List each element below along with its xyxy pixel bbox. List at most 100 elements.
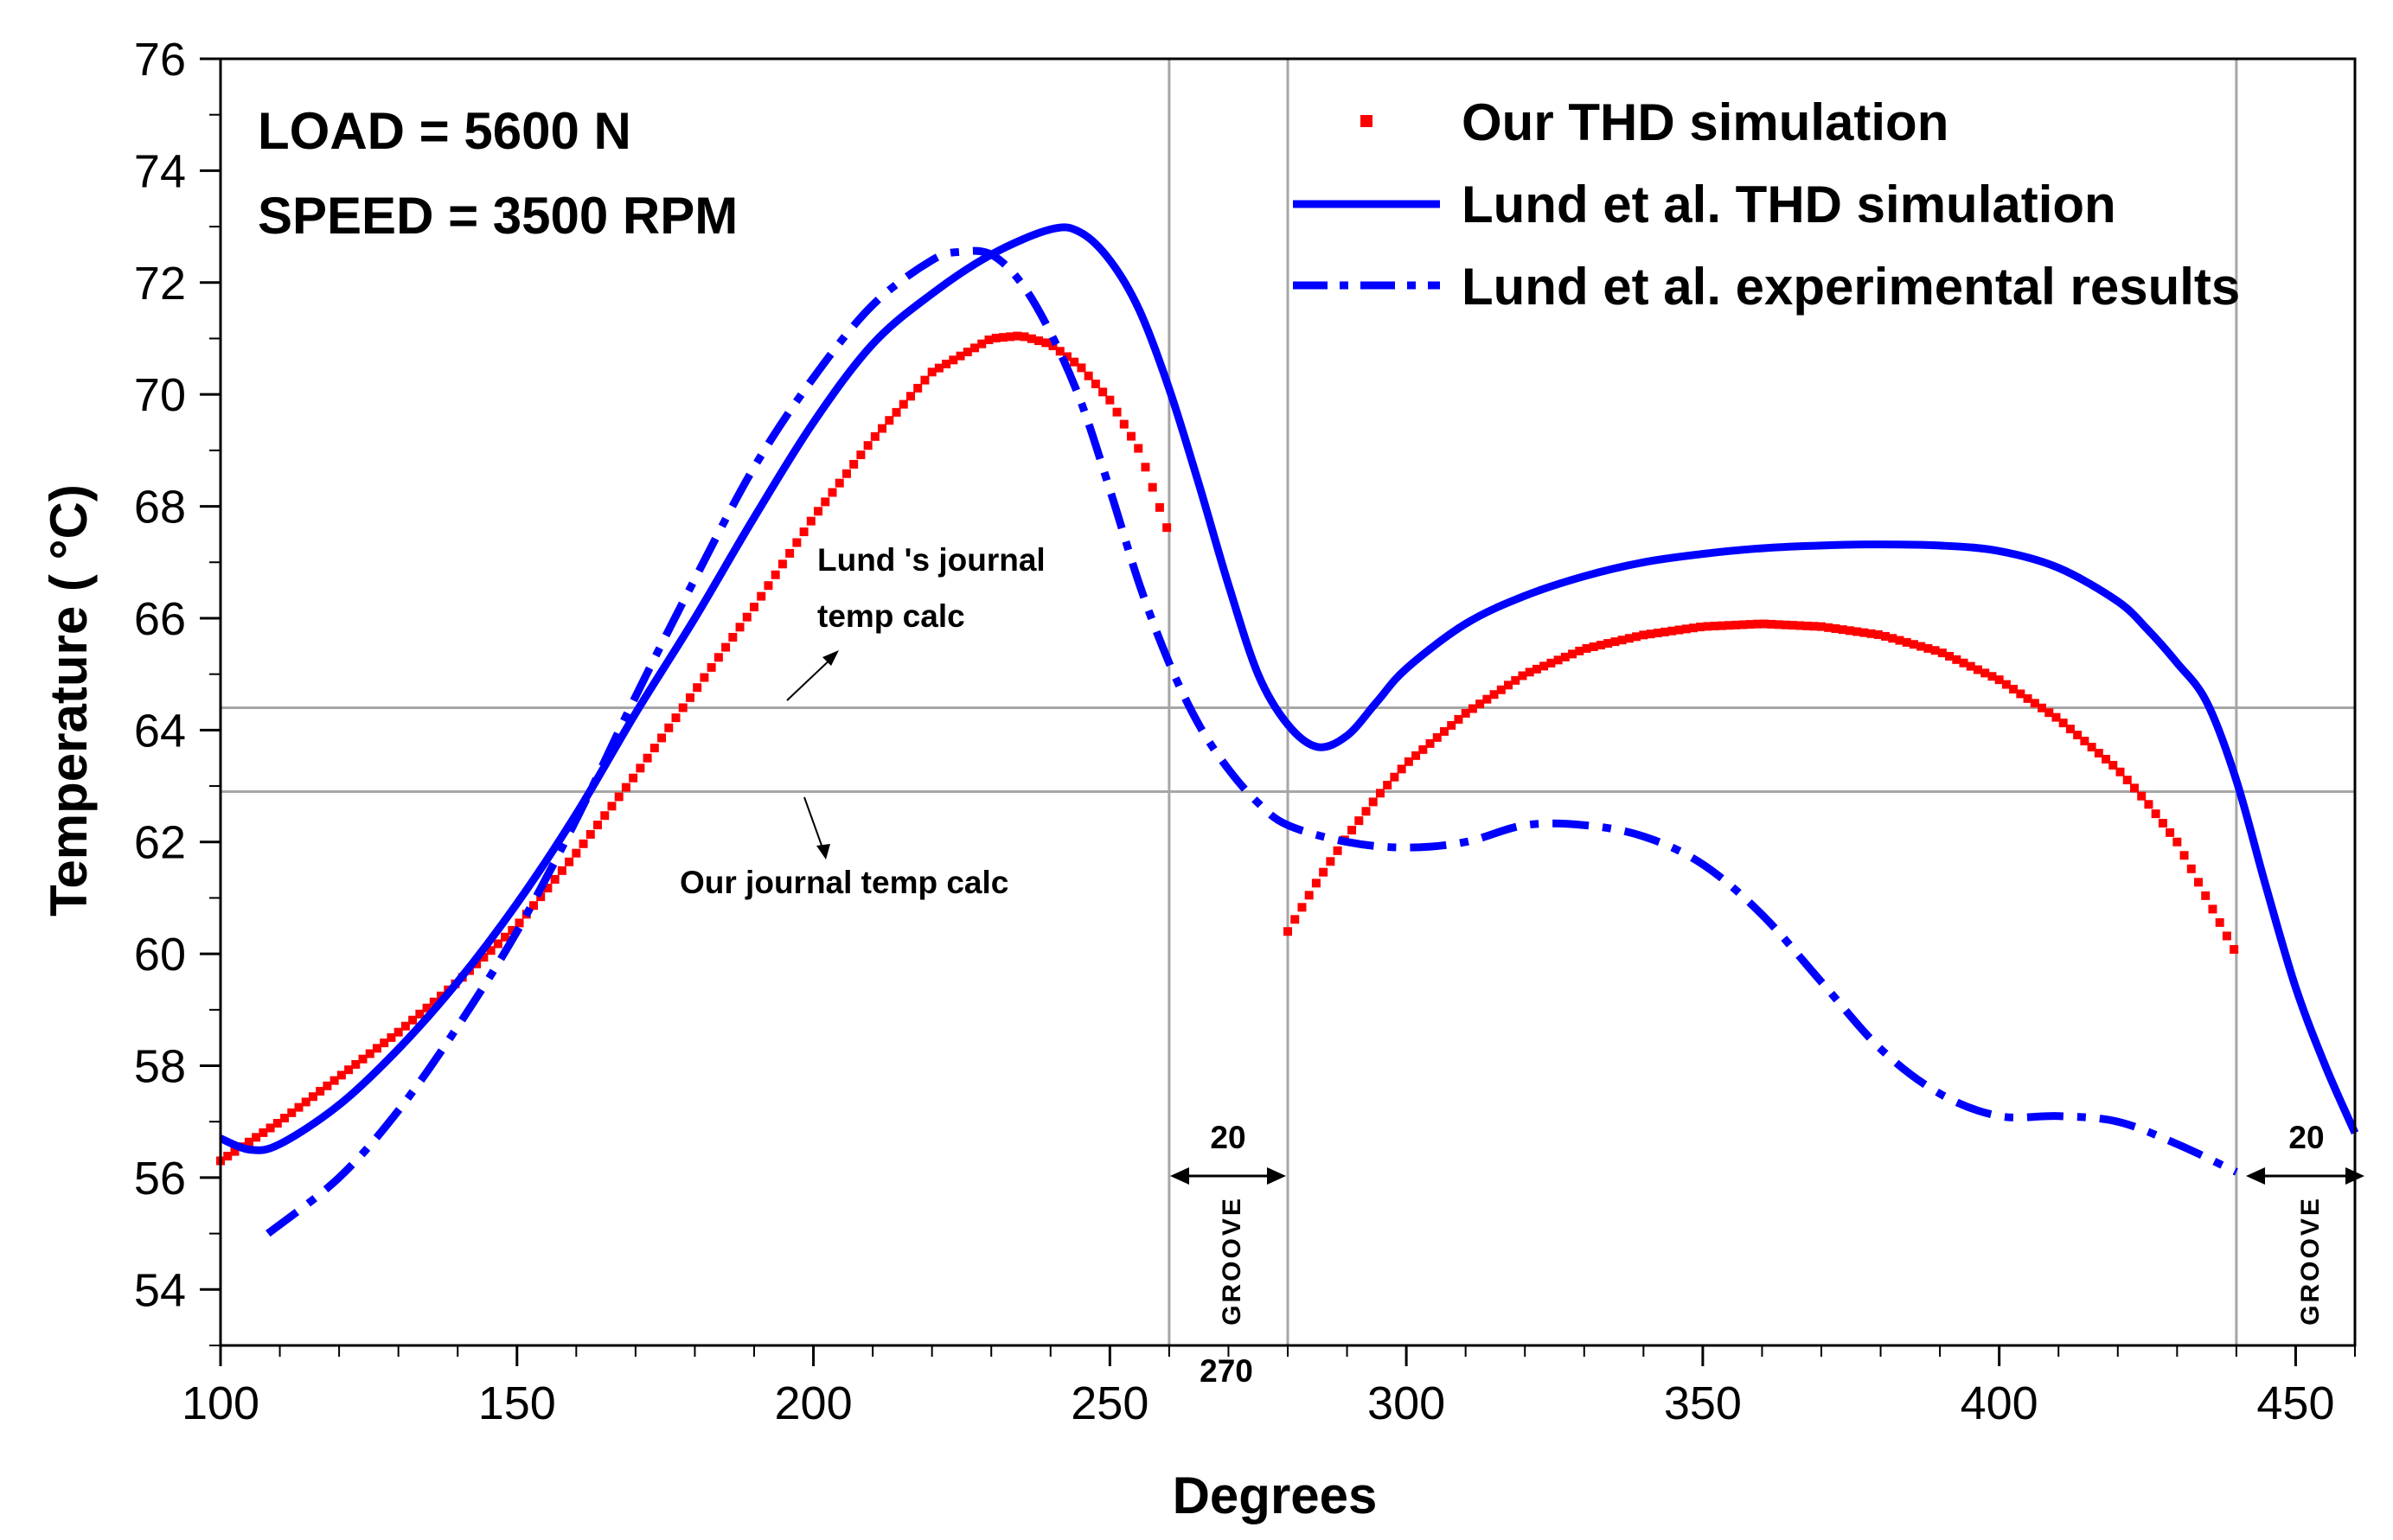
- series-point-our-thd: [1859, 628, 1869, 637]
- reference-line-layer: [221, 59, 2355, 1345]
- series-point-our-thd: [1610, 637, 1620, 647]
- series-point-our-thd: [1781, 620, 1790, 629]
- series-point-our-thd: [287, 1108, 297, 1117]
- legend-label-lund-thd: Lund et al. THD simulation: [1462, 176, 2116, 233]
- series-point-our-thd: [2172, 837, 2182, 847]
- series-point-our-thd: [799, 527, 809, 537]
- series-point-our-thd: [244, 1137, 253, 1147]
- series-point-our-thd: [1560, 652, 1570, 661]
- series-point-our-thd: [536, 892, 546, 902]
- series-point-our-thd: [1489, 690, 1499, 700]
- series-point-our-thd: [905, 392, 915, 401]
- series-point-our-thd: [713, 653, 723, 662]
- series-point-our-thd: [380, 1038, 389, 1048]
- series-point-our-thd: [2102, 754, 2111, 764]
- series-point-our-thd: [2023, 693, 2032, 703]
- extra-tick-label-270: 270: [1200, 1353, 1253, 1389]
- lund-journal-arrow: [786, 655, 835, 701]
- series-point-our-thd: [486, 946, 496, 955]
- series-point-our-thd: [1319, 867, 1328, 877]
- series-point-our-thd: [1062, 352, 1072, 361]
- series-point-our-thd: [1141, 463, 1150, 472]
- series-point-our-thd: [1845, 626, 1854, 636]
- series-point-our-thd: [330, 1076, 339, 1085]
- series-point-our-thd: [528, 901, 538, 911]
- series-point-our-thd: [1724, 621, 1734, 630]
- series-point-our-thd: [1461, 708, 1470, 718]
- series-point-our-thd: [1895, 636, 1904, 645]
- series-point-our-thd: [2222, 931, 2231, 941]
- series-point-our-thd: [1888, 634, 1897, 643]
- series-point-our-thd: [849, 459, 859, 469]
- series-point-our-thd: [593, 821, 603, 830]
- series-point-our-thd: [2016, 689, 2025, 699]
- series-point-our-thd: [1788, 621, 1798, 630]
- series-layer: [216, 223, 2359, 1237]
- series-point-our-thd: [1603, 639, 1613, 649]
- y-tick-label: 74: [134, 145, 186, 197]
- series-point-our-thd: [1425, 738, 1435, 748]
- series-point-our-thd: [1404, 757, 1413, 766]
- series-point-our-thd: [1632, 632, 1641, 642]
- series-point-our-thd: [579, 839, 588, 848]
- series-point-our-thd: [2122, 776, 2132, 785]
- series-point-our-thd: [913, 383, 923, 393]
- series-point-our-thd: [1155, 502, 1164, 512]
- series-point-our-thd: [1688, 623, 1698, 633]
- series-point-our-thd: [1347, 826, 1357, 835]
- y-tick-label: 76: [134, 34, 186, 86]
- legend: Our THD simulation Lund et al. THD simul…: [1293, 93, 2240, 316]
- y-axis-title: Temperature ( °C): [40, 484, 98, 917]
- series-point-our-thd: [607, 802, 617, 811]
- series-point-our-thd: [1760, 619, 1769, 629]
- series-point-our-thd: [1297, 903, 1307, 912]
- series-point-our-thd: [1041, 338, 1051, 348]
- series-point-our-thd: [429, 997, 438, 1006]
- series-point-our-thd: [2094, 749, 2103, 758]
- series-point-our-thd: [501, 932, 510, 942]
- series-point-our-thd: [991, 333, 1001, 342]
- series-point-our-thd: [1838, 625, 1847, 635]
- series-point-our-thd: [970, 343, 980, 353]
- series-point-our-thd: [1091, 380, 1100, 389]
- series-point-our-thd: [1127, 431, 1136, 441]
- series-point-our-thd: [771, 570, 780, 579]
- series-point-our-thd: [515, 918, 524, 928]
- groove-annotation-1: 20 GROOVE: [1170, 1120, 1286, 1326]
- series-point-our-thd: [2073, 731, 2083, 740]
- series-our-thd-segment: [1283, 619, 2239, 954]
- series-point-our-thd: [1745, 620, 1755, 629]
- series-point-our-thd: [1674, 625, 1684, 635]
- series-point-our-thd: [2230, 944, 2239, 954]
- x-tick-label: 150: [478, 1377, 556, 1429]
- series-point-our-thd: [1383, 781, 1392, 790]
- series-point-our-thd: [1809, 622, 1819, 631]
- series-point-our-thd: [1681, 624, 1691, 634]
- series-point-our-thd: [1568, 649, 1577, 659]
- series-point-our-thd: [1596, 641, 1605, 650]
- series-point-our-thd: [2030, 699, 2039, 708]
- series-point-our-thd: [984, 335, 994, 345]
- series-point-our-thd: [835, 478, 844, 488]
- series-point-our-thd: [1980, 668, 1990, 678]
- series-point-our-thd: [372, 1044, 381, 1053]
- series-point-our-thd: [649, 744, 659, 753]
- series-point-our-thd: [1375, 789, 1385, 798]
- x-tick-label: 100: [182, 1377, 259, 1429]
- series-point-our-thd: [422, 1003, 432, 1013]
- series-point-our-thd: [636, 764, 645, 773]
- series-point-our-thd: [728, 632, 738, 642]
- x-tick-label: 350: [1664, 1377, 1742, 1429]
- series-point-our-thd: [1397, 764, 1406, 774]
- series-point-our-thd: [742, 612, 752, 622]
- series-point-our-thd: [1148, 482, 1157, 492]
- series-point-our-thd: [1774, 620, 1783, 629]
- series-point-our-thd: [1518, 671, 1527, 681]
- series-point-our-thd: [2001, 680, 2011, 689]
- series-point-our-thd: [2009, 684, 2019, 693]
- y-tick-label: 60: [134, 929, 186, 981]
- series-point-our-thd: [1119, 419, 1129, 429]
- series-point-our-thd: [550, 874, 560, 884]
- series-point-our-thd: [1831, 623, 1840, 633]
- series-point-our-thd: [1667, 626, 1677, 636]
